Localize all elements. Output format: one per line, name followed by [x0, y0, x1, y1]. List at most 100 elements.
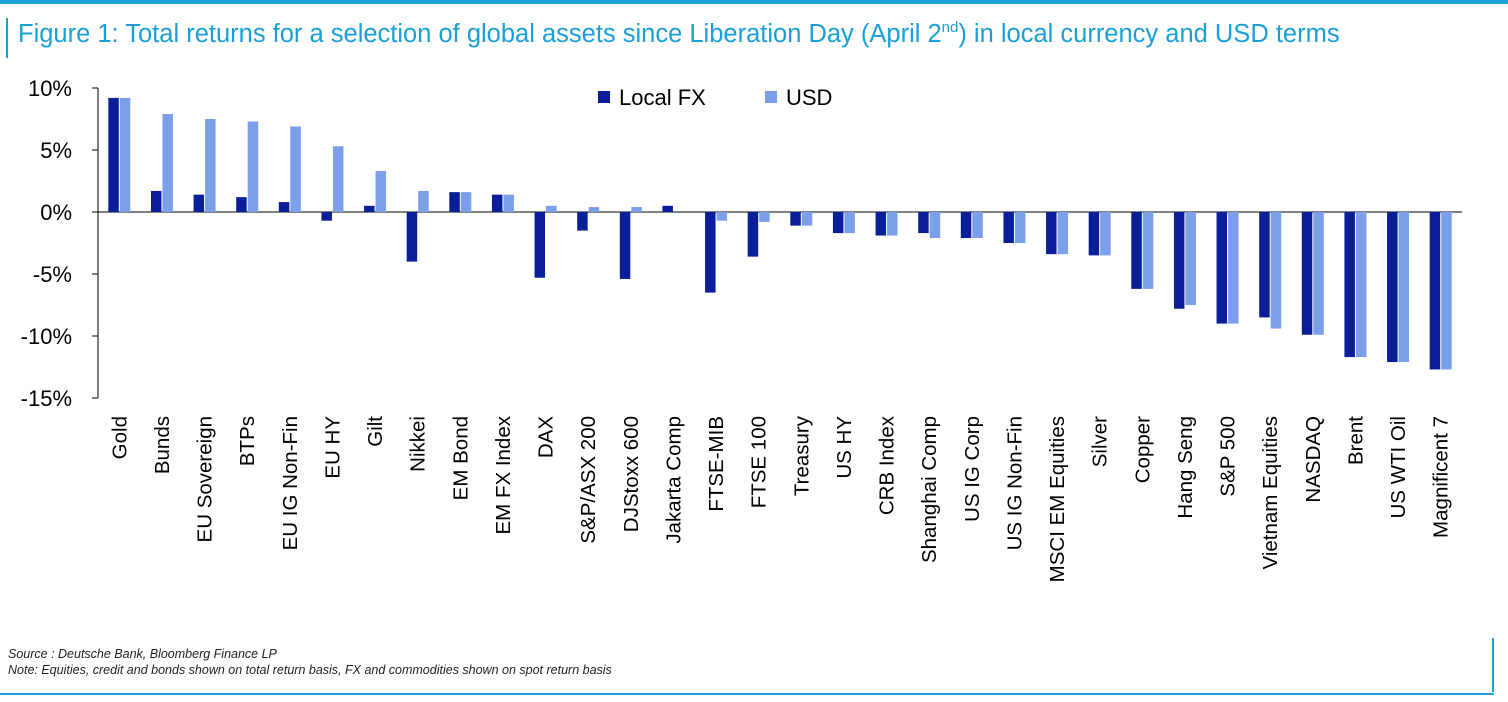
category-label: US IG Corp	[961, 416, 984, 522]
category-label: Magnificent 7	[1430, 416, 1453, 538]
category-label: Copper	[1131, 416, 1154, 483]
figure-title: Figure 1: Total returns for a selection …	[18, 20, 1340, 49]
footer: Source : Deutsche Bank, Bloomberg Financ…	[8, 646, 612, 678]
bar-local-fx	[449, 192, 460, 212]
legend-swatch-local-fx	[598, 91, 610, 103]
category-label: EU Sovereign	[194, 416, 217, 542]
bar-local-fx	[705, 212, 716, 293]
bar-local-fx	[406, 212, 418, 262]
bar-usd	[375, 171, 387, 212]
category-label: Gold	[108, 416, 131, 459]
bar-usd	[801, 212, 813, 226]
title-accent-bar	[6, 18, 8, 58]
bar-local-fx	[918, 212, 929, 234]
category-label: Silver	[1089, 416, 1112, 467]
bar-local-fx	[193, 194, 205, 212]
category-label: US WTI Oil	[1387, 416, 1410, 519]
bar-usd	[1142, 212, 1154, 289]
category-label: Gilt	[364, 416, 387, 447]
y-tick-label: 0%	[40, 200, 72, 225]
category-label: Treasury	[790, 415, 813, 496]
bar-usd	[247, 121, 259, 212]
category-label: EU HY	[321, 416, 344, 479]
bar-usd	[1185, 212, 1196, 305]
bar-local-fx	[1387, 212, 1398, 363]
bar-usd	[844, 212, 855, 234]
bar-usd	[631, 207, 642, 212]
category-label: NASDAQ	[1302, 416, 1325, 503]
bar-local-fx	[662, 205, 673, 212]
category-label: S&P/ASX 200	[577, 416, 600, 544]
category-label: FTSE-MIB	[705, 416, 728, 512]
bar-usd	[759, 212, 770, 222]
category-label: Hang Seng	[1174, 416, 1197, 519]
category-label: EM Bond	[449, 416, 472, 500]
category-label: CRB Index	[876, 415, 899, 515]
category-label: EU IG Non-Fin	[279, 416, 302, 550]
category-label: Vietnam Equities	[1259, 416, 1282, 569]
bar-usd	[546, 205, 557, 212]
bar-local-fx	[790, 212, 801, 226]
bar-usd	[332, 146, 344, 212]
bottom-frame-line	[0, 693, 1494, 695]
category-label: Nikkei	[407, 416, 430, 472]
legend-label-usd: USD	[786, 85, 832, 110]
bar-local-fx	[1003, 212, 1014, 243]
bar-local-fx	[236, 197, 247, 212]
category-label: BTPs	[236, 416, 259, 466]
bar-usd	[716, 212, 728, 221]
bar-usd	[460, 192, 472, 212]
bar-usd	[119, 97, 131, 212]
category-label: Shanghai Comp	[918, 416, 941, 563]
bar-local-fx	[108, 97, 119, 212]
bar-local-fx	[278, 202, 290, 212]
bar-local-fx	[534, 212, 546, 278]
bar-usd	[418, 190, 429, 212]
category-label: Jakarta Comp	[662, 416, 685, 544]
category-label: US IG Non-Fin	[1003, 416, 1026, 550]
bar-local-fx	[491, 194, 503, 212]
bar-local-fx	[747, 212, 759, 257]
bar-usd	[1313, 212, 1324, 335]
bar-local-fx	[1216, 212, 1228, 324]
legend-swatch-usd	[765, 91, 777, 103]
bar-chart: 10% 5% 0% -5% -10% -15% Gold Bunds EU Sovereign B…	[21, 76, 1462, 582]
bar-usd	[887, 212, 898, 236]
bar-usd	[205, 119, 216, 212]
top-frame-line	[0, 0, 1508, 4]
bar-local-fx	[1301, 212, 1313, 335]
bar-usd	[1014, 212, 1026, 243]
bar-usd	[162, 114, 173, 212]
legend-label-local-fx: Local FX	[619, 85, 706, 110]
bar-local-fx	[619, 212, 631, 279]
bar-local-fx	[1088, 212, 1100, 256]
category-label: EM FX Index	[492, 415, 515, 534]
bar-usd	[290, 126, 301, 212]
category-label: DAX	[535, 416, 558, 458]
y-tick-label: -5%	[33, 262, 72, 287]
bar-usd	[929, 212, 941, 239]
bar-usd	[972, 212, 983, 239]
bar-local-fx	[875, 212, 887, 236]
bar-usd	[1228, 212, 1239, 324]
bar-local-fx	[960, 212, 972, 239]
category-label: FTSE 100	[748, 416, 771, 508]
bar-usd	[1355, 212, 1367, 358]
methodology-note: Note: Equities, credit and bonds shown o…	[8, 663, 612, 677]
bar-local-fx	[1429, 212, 1441, 370]
category-label: S&P 500	[1217, 416, 1240, 497]
y-tick-label: -15%	[21, 386, 72, 411]
category-label: Bunds	[151, 416, 174, 474]
y-tick-label: 5%	[40, 138, 72, 163]
source-note: Source : Deutsche Bank, Bloomberg Financ…	[8, 647, 277, 661]
bar-local-fx	[1173, 212, 1185, 309]
bar-usd	[1441, 212, 1452, 370]
category-label: MSCI EM Equities	[1046, 416, 1069, 582]
bar-local-fx	[832, 212, 844, 234]
footer-accent-bar	[1492, 638, 1494, 692]
category-label: Brent	[1344, 416, 1367, 465]
bar-local-fx	[1046, 212, 1057, 255]
bar-local-fx	[1131, 212, 1142, 289]
y-tick-label: -10%	[21, 324, 72, 349]
figure-title-superscript: nd	[941, 19, 959, 36]
